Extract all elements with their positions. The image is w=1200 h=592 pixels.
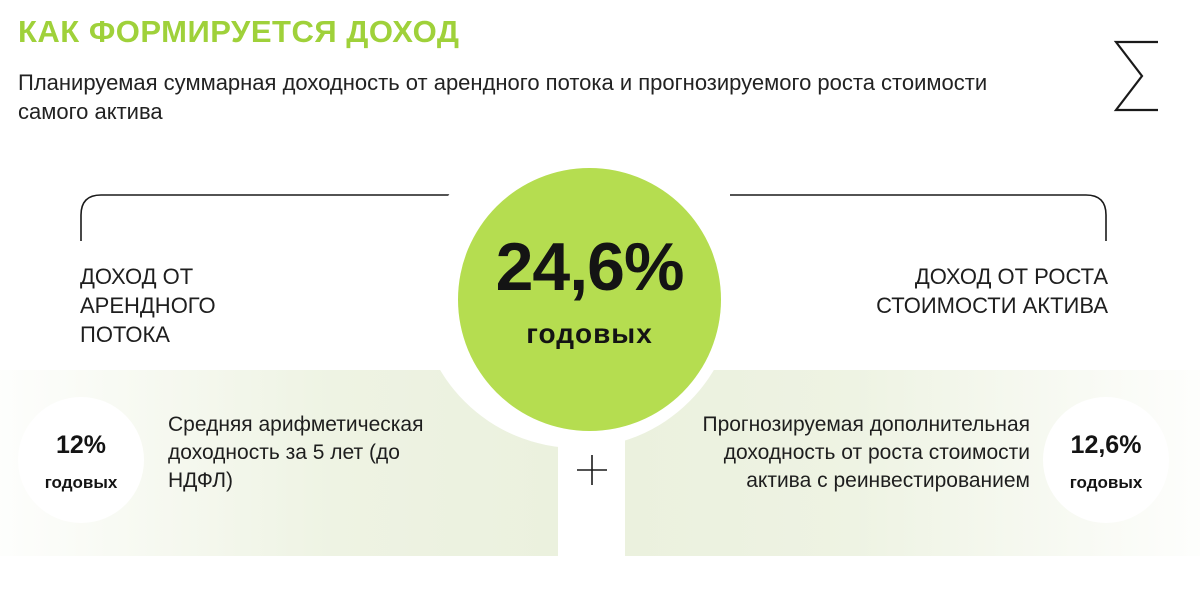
right-bracket: [730, 194, 1107, 241]
rental-income-heading: ДОХОД ОТ АРЕНДНОГО ПОТОКА: [80, 264, 216, 347]
page-subtitle: Планируемая суммарная доходность от арен…: [18, 70, 988, 124]
left-bracket: [80, 194, 457, 241]
total-yield-value: 24,6%: [495, 229, 685, 305]
rental-yield-unit: годовых: [44, 473, 118, 492]
growth-yield-unit: годовых: [1069, 473, 1143, 492]
plus-icon: [577, 455, 607, 485]
rental-yield-value: 12%: [55, 431, 107, 459]
sigma-icon: [1113, 40, 1158, 112]
rental-yield-circle: 12% годовых: [18, 397, 144, 523]
growth-income-heading: ДОХОД ОТ РОСТА СТОИМОСТИ АКТИВА: [876, 264, 1108, 318]
growth-yield-description: Прогнозируемая дополнительная доходность…: [702, 413, 1030, 492]
growth-yield-circle: 12,6% годовых: [1043, 397, 1169, 523]
rental-yield-description: Средняя арифметическая доходность за 5 л…: [168, 413, 424, 492]
page-title: КАК ФОРМИРУЕТСЯ ДОХОД: [18, 14, 460, 49]
total-yield-unit: годовых: [526, 318, 653, 349]
total-yield-circle: 24,6% годовых: [458, 168, 721, 431]
growth-yield-value: 12,6%: [1070, 431, 1142, 459]
